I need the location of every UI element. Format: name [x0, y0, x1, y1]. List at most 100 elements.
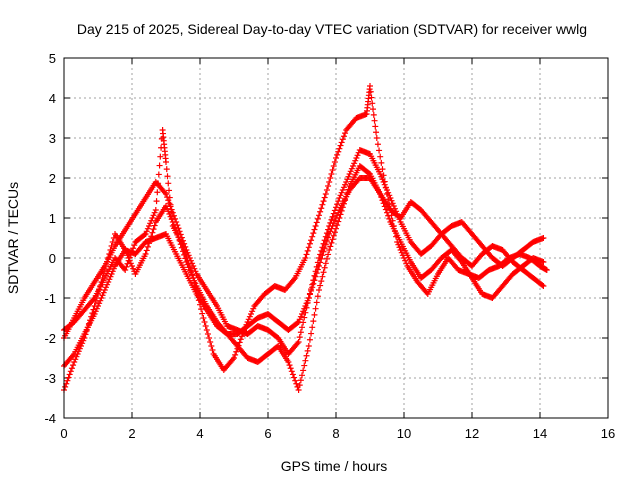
- data-point: [300, 319, 307, 326]
- data-point: [390, 203, 397, 209]
- data-point: [325, 226, 332, 233]
- data-point: [374, 141, 381, 148]
- data-point: [303, 304, 310, 311]
- data-point: [338, 189, 345, 196]
- data-point: [381, 181, 388, 188]
- data-point: [97, 283, 104, 289]
- x-tick-label: 8: [332, 426, 339, 441]
- data-point: [186, 255, 193, 261]
- data-point: [305, 295, 312, 301]
- data-point: [147, 220, 154, 227]
- data-point: [131, 242, 138, 249]
- data-point: [305, 244, 312, 251]
- data-point: [229, 356, 236, 363]
- data-point: [304, 299, 311, 306]
- y-tick-label: -2: [44, 331, 56, 346]
- data-point: [322, 233, 329, 240]
- data-point: [150, 226, 157, 233]
- data-point: [163, 159, 169, 165]
- data-point: [163, 166, 170, 173]
- data-point: [126, 257, 133, 264]
- data-point: [387, 195, 394, 201]
- data-point: [141, 231, 148, 238]
- x-axis-label: GPS time / hours: [281, 458, 388, 474]
- data-point: [237, 336, 244, 343]
- x-tick-label: 2: [128, 426, 135, 441]
- data-point: [312, 268, 319, 275]
- data-point: [382, 184, 389, 191]
- data-point: [293, 380, 300, 387]
- data-point: [346, 171, 353, 177]
- data-point: [299, 324, 305, 331]
- data-point: [73, 353, 80, 360]
- data-point: [335, 209, 342, 216]
- data-point: [64, 377, 71, 384]
- data-point: [183, 247, 190, 253]
- data-point: [368, 94, 375, 101]
- data-point: [151, 222, 158, 229]
- data-point: [67, 368, 74, 375]
- data-point: [340, 184, 347, 191]
- data-point: [82, 331, 89, 338]
- data-point: [326, 223, 333, 229]
- data-point: [95, 291, 101, 297]
- data-point: [88, 313, 95, 320]
- data-point: [378, 159, 385, 166]
- data-point: [167, 203, 174, 210]
- data-point: [313, 219, 320, 226]
- data-point: [312, 305, 319, 312]
- data-point: [402, 257, 409, 264]
- data-point: [317, 208, 324, 215]
- data-point: [310, 277, 317, 284]
- y-tick-label: -4: [44, 411, 56, 426]
- data-point: [294, 319, 301, 326]
- data-point: [329, 167, 336, 173]
- data-point: [335, 218, 342, 225]
- data-point: [395, 213, 402, 220]
- data-point: [146, 240, 152, 247]
- data-point: [130, 265, 137, 272]
- data-point: [319, 273, 326, 280]
- y-tick-label: 3: [49, 131, 56, 146]
- data-point: [342, 181, 349, 188]
- data-point: [309, 281, 316, 288]
- data-point: [165, 208, 172, 215]
- data-point: [337, 192, 344, 199]
- data-point: [233, 348, 240, 355]
- data-point: [318, 247, 325, 254]
- series-track-4: [61, 147, 547, 357]
- data-point: [354, 152, 361, 159]
- data-point: [104, 281, 111, 288]
- data-point: [328, 239, 335, 246]
- data-point: [304, 347, 311, 354]
- data-point: [367, 88, 374, 95]
- data-point: [347, 168, 354, 175]
- data-point: [297, 329, 304, 336]
- data-point: [164, 205, 171, 212]
- data-point: [311, 272, 318, 279]
- data-point: [144, 225, 151, 232]
- data-point: [317, 282, 324, 289]
- data-point: [153, 198, 160, 205]
- data-point: [308, 286, 315, 293]
- data-point: [65, 374, 72, 381]
- data-point: [291, 374, 298, 381]
- data-point: [373, 129, 380, 136]
- data-point: [183, 259, 190, 265]
- data-point: [189, 260, 196, 267]
- data-point: [110, 265, 117, 272]
- data-point: [376, 147, 383, 154]
- data-point: [370, 106, 377, 113]
- data-point: [176, 228, 183, 235]
- data-point: [87, 317, 94, 324]
- data-point: [331, 207, 338, 214]
- data-point: [164, 173, 171, 180]
- data-point: [89, 310, 96, 317]
- data-point: [177, 231, 184, 238]
- data-point: [319, 244, 326, 251]
- data-point: [391, 205, 398, 212]
- data-point: [142, 231, 149, 237]
- data-point: [92, 299, 99, 305]
- data-point: [300, 367, 307, 374]
- data-point: [149, 229, 156, 236]
